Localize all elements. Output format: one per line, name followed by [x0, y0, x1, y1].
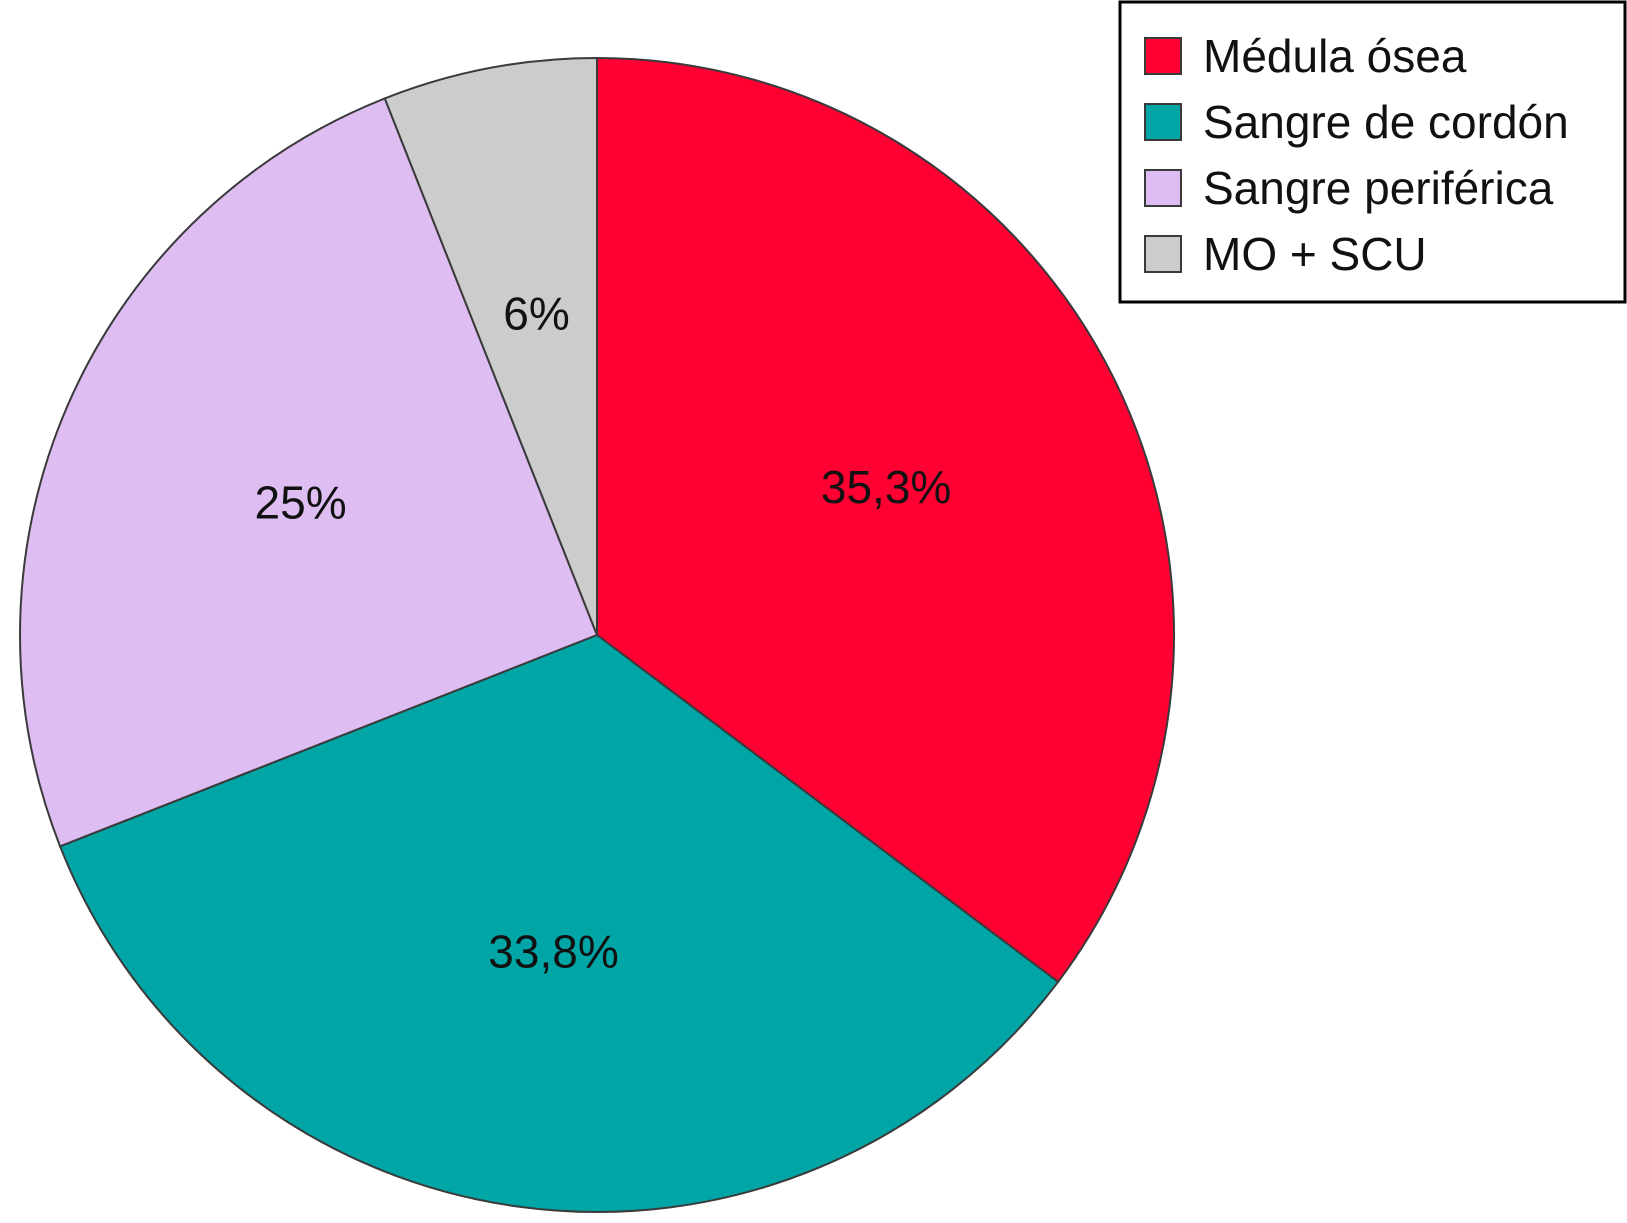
- data-label-sangre-de-cordon: 33,8%: [488, 925, 618, 977]
- pie-data-labels: 35,3% 33,8% 25% 6%: [255, 288, 952, 978]
- legend-swatch-medula-osea: [1144, 37, 1182, 75]
- pie-slice-sangre-periferica: [19, 97, 599, 848]
- legend-label-sangre-periferica: Sangre periférica: [1203, 162, 1554, 214]
- pie-slices: [19, 56, 1175, 1213]
- legend-item-mo-scu: MO + SCU: [1144, 228, 1427, 280]
- data-label-sangre-periferica: 25%: [255, 476, 347, 528]
- pie-slice-medula-osea: [596, 56, 1175, 984]
- legend-label-mo-scu: MO + SCU: [1203, 228, 1427, 280]
- pie-slice-sangre-de-cordon: [58, 633, 1060, 1213]
- legend-box: [1118, 0, 1627, 304]
- legend-label-sangre-de-cordon: Sangre de cordón: [1203, 96, 1569, 148]
- pie-slice-mo-scu: [383, 56, 598, 636]
- legend-item-medula-osea: Médula ósea: [1144, 30, 1467, 82]
- legend-swatch-sangre-de-cordon: [1144, 103, 1182, 141]
- data-label-medula-osea: 35,3%: [821, 461, 951, 513]
- legend-item-sangre-de-cordon: Sangre de cordón: [1144, 96, 1569, 148]
- legend-item-sangre-periferica: Sangre periférica: [1144, 162, 1554, 214]
- legend-label-medula-osea: Médula ósea: [1203, 30, 1467, 82]
- legend-items: Médula ósea Sangre de cordón Sangre perifé…: [1144, 30, 1569, 280]
- data-label-mo-scu: 6%: [503, 288, 569, 340]
- legend: Médula ósea Sangre de cordón Sangre perifé…: [1118, 0, 1627, 304]
- legend-swatch-sangre-periferica: [1144, 169, 1182, 207]
- legend-swatch-mo-scu: [1144, 235, 1182, 273]
